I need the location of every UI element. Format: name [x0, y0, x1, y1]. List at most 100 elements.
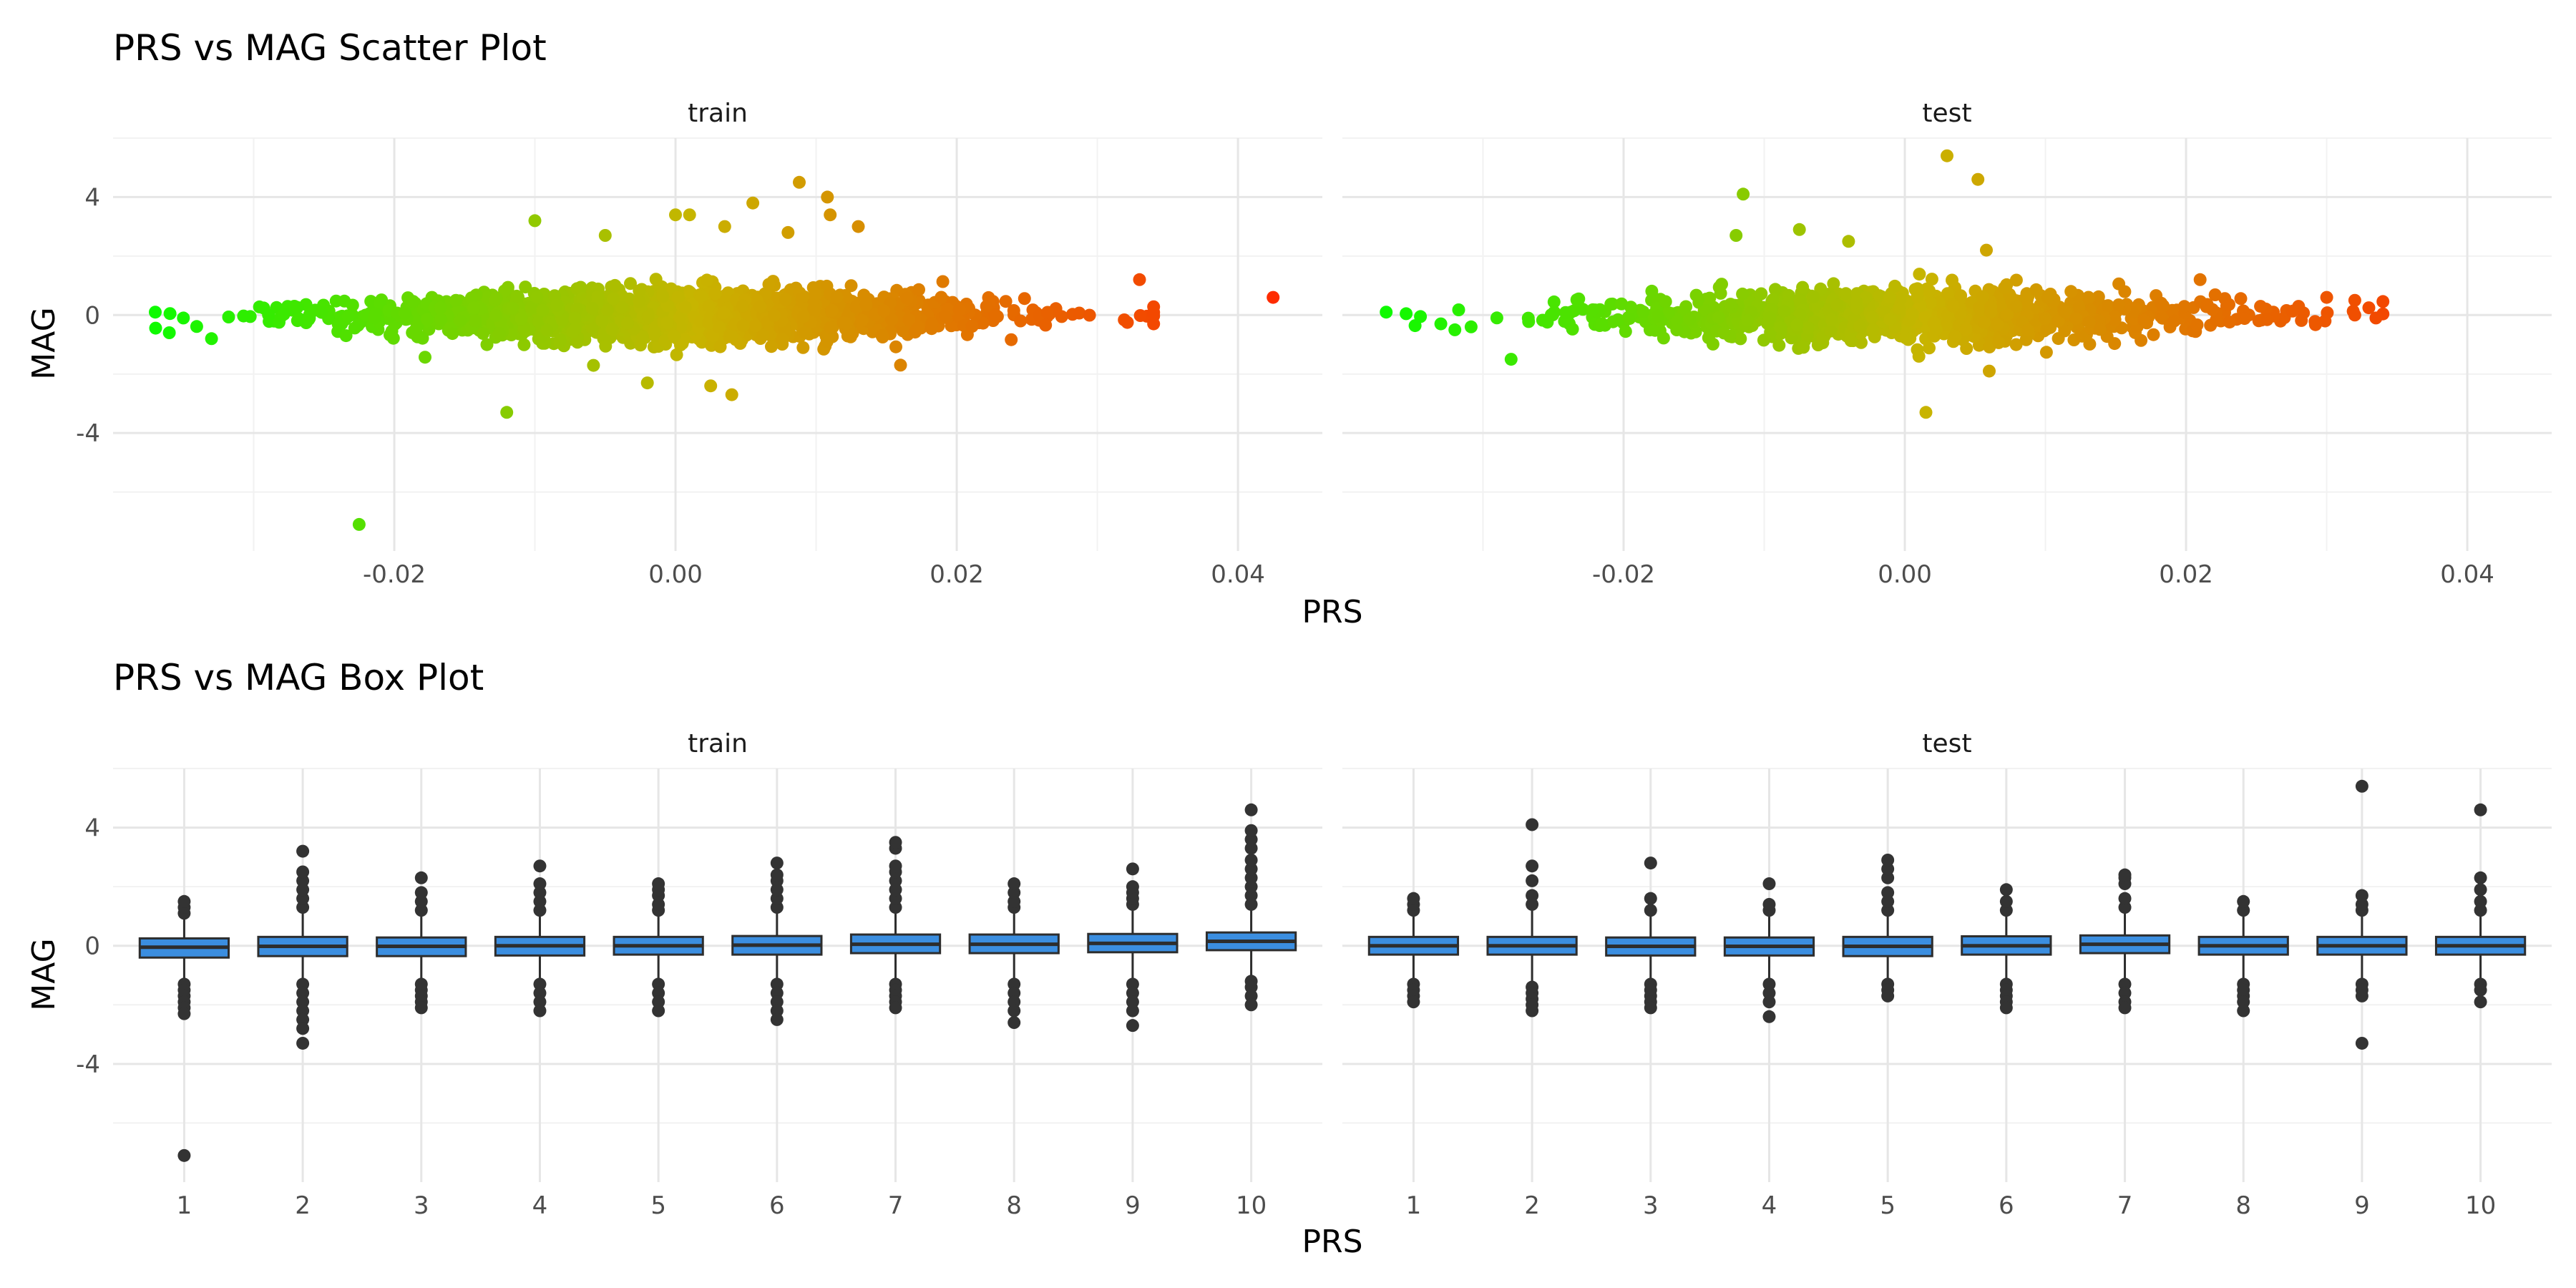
scatter-point [1657, 331, 1670, 345]
scatter-point [1797, 341, 1810, 354]
box-outlier [1244, 980, 1258, 994]
scatter-point [765, 340, 778, 353]
scatter-point [1983, 364, 1996, 378]
scatter-point [1959, 323, 1973, 336]
scatter-point [2093, 323, 2107, 336]
box-outlier [1526, 1004, 1539, 1018]
scatter-point [1825, 313, 1838, 327]
scatter-point [976, 316, 990, 330]
scatter-point [1941, 149, 1953, 162]
scatter-point [1615, 297, 1629, 311]
box-outlier [1526, 874, 1539, 887]
x-tick-label: 0.02 [2159, 560, 2213, 589]
scatter-point [2362, 301, 2376, 315]
scatter-point [795, 292, 809, 306]
box-outlier [296, 865, 310, 879]
scatter-point [419, 351, 431, 364]
scatter-point [640, 376, 654, 390]
scatter-point [1380, 306, 1393, 319]
box-outlier [177, 1007, 191, 1020]
scatter-point [1769, 283, 1782, 296]
box-outlier [770, 986, 784, 1000]
scatter-point [799, 326, 813, 339]
scatter-point [2200, 298, 2214, 311]
scatter-point [1005, 333, 1018, 346]
scatter-point [1919, 406, 1933, 419]
scatter-strip-train: train [688, 99, 748, 128]
scatter-point [519, 280, 532, 294]
box-outlier [2237, 894, 2250, 908]
scatter-point [2058, 324, 2072, 338]
scatter-point [1648, 323, 1662, 337]
box-outlier [1644, 857, 1657, 870]
scatter-point [648, 325, 661, 338]
box-outlier [533, 1004, 547, 1018]
scatter-point [1736, 287, 1750, 301]
scatter-point [369, 307, 382, 321]
scatter-point [1073, 306, 1086, 320]
box-outlier [889, 874, 902, 887]
scatter-point [781, 225, 795, 239]
box-outlier [533, 894, 547, 908]
scatter-point [1645, 284, 1659, 298]
box-outlier [1244, 803, 1258, 816]
box-outlier [296, 844, 310, 858]
y-tick-label: -4 [76, 1050, 100, 1079]
scatter-point [338, 294, 351, 308]
box-outlier [1008, 1004, 1021, 1018]
scatter-point [669, 208, 682, 222]
scatter-point [908, 326, 922, 339]
box-panel-train: 1 2 3 4 5 6 7 8 9 10 4 0 -4 [76, 768, 1322, 1220]
scatter-point [796, 310, 810, 323]
scatter-point [568, 323, 582, 336]
box-outlier [414, 886, 428, 899]
scatter-point [1802, 321, 1815, 335]
scatter-point [434, 313, 447, 326]
scatter-point [342, 310, 355, 323]
scatter-point [1712, 311, 1725, 324]
box-outlier [1008, 986, 1021, 1000]
box-outlier [533, 859, 547, 873]
scatter-point [530, 291, 544, 304]
box-outlier [2118, 986, 2132, 1000]
scatter-point [348, 321, 361, 335]
scatter-point [469, 314, 482, 328]
scatter-point [1918, 311, 1932, 323]
scatter-point [1766, 293, 1780, 306]
scatter-point [1939, 318, 1953, 332]
scatter-point [1651, 309, 1664, 323]
scatter-point [683, 208, 696, 222]
scatter-point [1741, 313, 1755, 327]
box-title: PRS vs MAG Box Plot [113, 657, 484, 698]
scatter-point [149, 306, 162, 319]
box-outlier [2237, 995, 2250, 1009]
scatter-point [2059, 306, 2072, 319]
scatter-point [1782, 288, 1795, 302]
box-outlier [1244, 853, 1258, 867]
scatter-point [713, 321, 726, 334]
box-outlier [1244, 824, 1258, 837]
scatter-point [1448, 323, 1462, 336]
scatter-point [149, 321, 162, 335]
box-outlier [2237, 1004, 2250, 1018]
scatter-point [939, 309, 952, 323]
box-outlier [1881, 904, 1895, 917]
box-outlier [1881, 862, 1895, 876]
box-outlier [1762, 995, 1776, 1009]
x-tick-label: 0.00 [648, 560, 703, 589]
scatter-point [599, 339, 613, 353]
scatter-point [1714, 286, 1727, 300]
scatter-point [2376, 295, 2390, 308]
box-outlier [1008, 894, 1021, 908]
x-tick-label: 7 [2117, 1191, 2133, 1220]
box-outlier [1526, 897, 1539, 911]
y-tick-label: 0 [84, 932, 100, 961]
scatter-point [605, 323, 619, 336]
box-outlier [1644, 1001, 1657, 1015]
x-tick-label: 9 [1125, 1191, 1141, 1220]
scatter-point [467, 301, 481, 315]
scatter-point [257, 301, 270, 315]
scatter-point [500, 406, 514, 419]
scatter-point [352, 517, 366, 531]
scatter-point [615, 301, 628, 314]
